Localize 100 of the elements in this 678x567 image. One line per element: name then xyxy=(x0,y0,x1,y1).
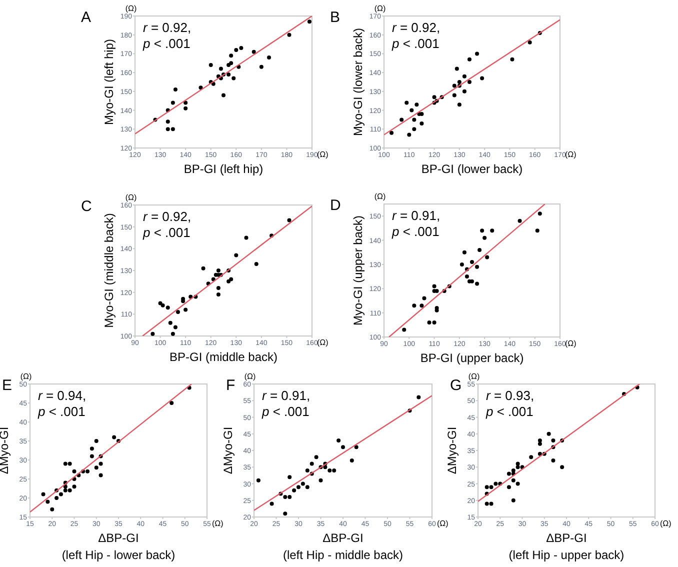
point xyxy=(328,468,332,472)
point xyxy=(494,482,498,486)
point xyxy=(314,455,318,460)
x-axis-title: ΔBP-GI (left Hip - upper back) xyxy=(508,531,624,562)
point xyxy=(529,455,534,460)
point xyxy=(254,262,258,266)
point xyxy=(173,325,178,330)
point xyxy=(94,439,98,443)
point xyxy=(229,61,234,66)
point xyxy=(283,495,288,500)
point xyxy=(460,262,464,266)
annotation: r = 0.92, xyxy=(143,20,192,35)
point xyxy=(307,20,312,24)
chart-title: E xyxy=(2,377,12,394)
point xyxy=(432,95,436,100)
point xyxy=(46,500,50,504)
point xyxy=(506,485,511,490)
y-axis-title: Myo-GI (middle back) xyxy=(102,213,116,328)
point xyxy=(457,80,462,84)
point xyxy=(288,495,292,500)
text: (Ω) xyxy=(374,4,386,13)
x-axis-title: BP-GI (left hip) xyxy=(184,162,264,176)
point xyxy=(170,332,175,336)
point xyxy=(166,306,170,310)
point xyxy=(256,478,260,482)
point xyxy=(170,127,175,132)
point xyxy=(412,304,416,308)
annotation: r = 0.91, xyxy=(392,208,440,223)
point xyxy=(464,274,469,279)
point xyxy=(54,496,59,500)
point xyxy=(402,328,406,332)
point xyxy=(480,76,484,80)
point xyxy=(432,320,436,324)
point xyxy=(490,228,494,233)
point xyxy=(462,74,466,78)
point xyxy=(90,446,94,451)
point xyxy=(318,478,323,482)
text: (Ω) xyxy=(125,4,137,13)
point xyxy=(173,88,178,92)
point xyxy=(72,469,76,474)
point xyxy=(176,310,180,314)
chart-title: D xyxy=(330,197,341,214)
point xyxy=(462,250,466,254)
point xyxy=(218,66,223,71)
point xyxy=(234,48,238,52)
text: (Ω) xyxy=(565,150,577,159)
y-axis-title: ΔMyo-GI xyxy=(445,426,459,474)
point xyxy=(150,332,155,336)
point xyxy=(86,469,90,474)
point xyxy=(354,445,358,450)
x-axis-title: BP-GI (middle back) xyxy=(169,350,278,364)
point xyxy=(216,292,220,297)
point xyxy=(551,458,556,462)
point xyxy=(50,507,54,512)
point xyxy=(462,89,466,94)
point xyxy=(480,228,484,233)
point xyxy=(538,442,542,446)
point xyxy=(420,112,424,116)
point xyxy=(288,475,292,480)
chart-title: B xyxy=(330,9,340,26)
point xyxy=(208,63,213,68)
point xyxy=(412,118,416,122)
annotation: p < .001 xyxy=(37,404,86,419)
point xyxy=(412,127,416,132)
chart-title: C xyxy=(81,198,92,215)
annotation: r = 0.92, xyxy=(392,20,440,35)
text: (Ω) xyxy=(125,193,137,202)
y-axis-title: Myo-GI (left hip) xyxy=(102,38,116,126)
point xyxy=(287,218,292,222)
point xyxy=(516,465,520,470)
annotation: r = 0.93, xyxy=(486,388,534,403)
point xyxy=(211,277,216,282)
point xyxy=(72,484,76,489)
point xyxy=(560,465,564,470)
point xyxy=(267,55,272,60)
text: (Ω) xyxy=(437,519,449,528)
point xyxy=(229,54,234,58)
point xyxy=(198,86,203,90)
point xyxy=(427,320,432,324)
point xyxy=(287,32,292,37)
text: (Ω) xyxy=(317,338,329,347)
point xyxy=(166,127,170,132)
point xyxy=(538,452,542,456)
annotation: r = 0.94, xyxy=(38,388,86,403)
chart-title: G xyxy=(450,377,462,394)
point xyxy=(292,488,296,492)
text: (Ω) xyxy=(468,372,480,381)
point xyxy=(184,308,188,312)
point xyxy=(510,57,514,62)
point xyxy=(296,485,300,490)
annotation: p < .001 xyxy=(261,404,310,419)
point xyxy=(68,462,72,466)
text: (Ω) xyxy=(317,150,329,159)
point xyxy=(511,498,516,502)
annotation: p < .001 xyxy=(142,225,190,240)
point xyxy=(454,66,459,71)
point xyxy=(229,277,234,282)
point xyxy=(222,93,226,98)
text: (Ω) xyxy=(565,339,577,348)
point xyxy=(482,236,487,240)
